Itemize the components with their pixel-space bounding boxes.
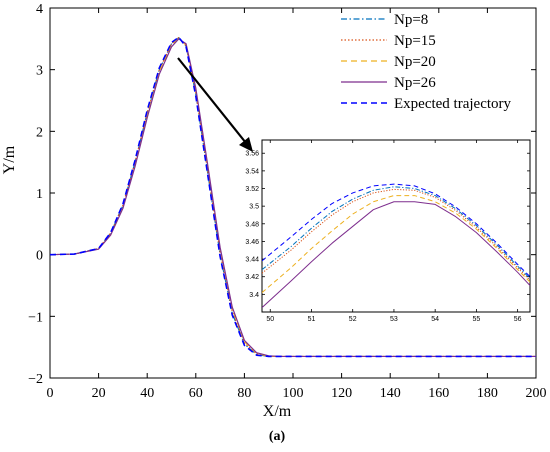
x-tick-label: 80 — [237, 386, 251, 401]
x-tick-label: 200 — [526, 386, 547, 401]
inset-y-tick-label: 3.52 — [245, 186, 259, 193]
x-tick-label: 20 — [92, 386, 106, 401]
x-tick-label: 120 — [331, 386, 352, 401]
y-tick-label: 0 — [36, 249, 43, 264]
x-axis-label: X/m — [263, 403, 292, 420]
x-tick-label: 140 — [380, 386, 401, 401]
inset-y-tick-label: 3.46 — [245, 239, 259, 246]
zoom-inset: 50 51 52 53 54 55 56 3.4 3.42 3.44 3.46 3.48 3.5 3.52… — [245, 139, 531, 323]
inset-series-line-expected-trajectory — [262, 183, 530, 278]
inset-y-tick-label: 3.4 — [249, 292, 259, 299]
inset-frame — [261, 139, 531, 313]
x-tick-label: 40 — [140, 386, 154, 401]
figure-caption: (a) — [269, 429, 286, 444]
y-tick-label: 4 — [36, 2, 43, 17]
x-tick-label: 0 — [47, 386, 54, 401]
y-tick-label: 1 — [36, 187, 43, 202]
inset-x-tick-label: 53 — [390, 316, 398, 323]
x-tick-label: 60 — [189, 386, 203, 401]
inset-x-tick-label: 54 — [431, 316, 439, 323]
arrow-head — [239, 137, 253, 152]
y-tick-label: 3 — [36, 64, 43, 79]
inset-y-tick-label: 3.5 — [249, 204, 259, 211]
arrow-shaft — [177, 57, 247, 144]
inset-series-line-np-20 — [262, 195, 530, 293]
x-tick-label: 160 — [428, 386, 449, 401]
inset-x-tick-label: 51 — [308, 316, 316, 323]
legend: Np=8 Np=15 Np=20 Np=26 Expected trajectory — [341, 12, 512, 112]
inset-x-tick-label: 56 — [514, 316, 522, 323]
x-tick-label: 180 — [477, 386, 498, 401]
inset-series-group — [262, 183, 530, 308]
zoom-arrow — [177, 57, 253, 152]
inset-y-tick-label: 3.56 — [245, 151, 259, 158]
y-tick-label: 2 — [36, 125, 43, 140]
legend-label-np-15: Np=15 — [394, 33, 436, 49]
inset-x-tick-label: 52 — [349, 316, 357, 323]
legend-label-expected-trajectory: Expected trajectory — [394, 96, 512, 112]
inset-y-tick-label: 3.42 — [245, 274, 259, 281]
legend-label-np-8: Np=8 — [394, 12, 428, 28]
main-plot: 0 20 40 60 80 100 120 140 160 180 200 −2 −1 0 1 2 3 4 — [28, 2, 546, 401]
legend-label-np-26: Np=26 — [394, 75, 436, 91]
y-axis-label: Y/m — [1, 145, 18, 174]
inset-y-tick-label: 3.44 — [245, 257, 259, 264]
series-line-expected-trajectory — [49, 36, 536, 358]
y-tick-label: −1 — [28, 310, 43, 325]
x-tick-label: 100 — [283, 386, 304, 401]
inset-x-tick-label: 55 — [473, 316, 481, 323]
y-tick-label: −2 — [28, 372, 43, 387]
inset-y-tick-label: 3.54 — [245, 168, 259, 175]
legend-label-np-20: Np=20 — [394, 54, 436, 70]
inset-x-tick-label: 50 — [266, 316, 274, 323]
inset-y-tick-label: 3.48 — [245, 221, 259, 228]
inset-series-line-np-26 — [262, 201, 530, 308]
